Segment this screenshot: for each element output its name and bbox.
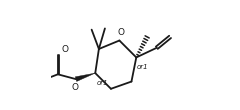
Polygon shape	[75, 73, 95, 81]
Text: O: O	[61, 45, 68, 54]
Text: O: O	[72, 83, 79, 92]
Text: O: O	[118, 28, 125, 37]
Text: or1: or1	[137, 64, 149, 70]
Text: or1: or1	[96, 80, 108, 86]
